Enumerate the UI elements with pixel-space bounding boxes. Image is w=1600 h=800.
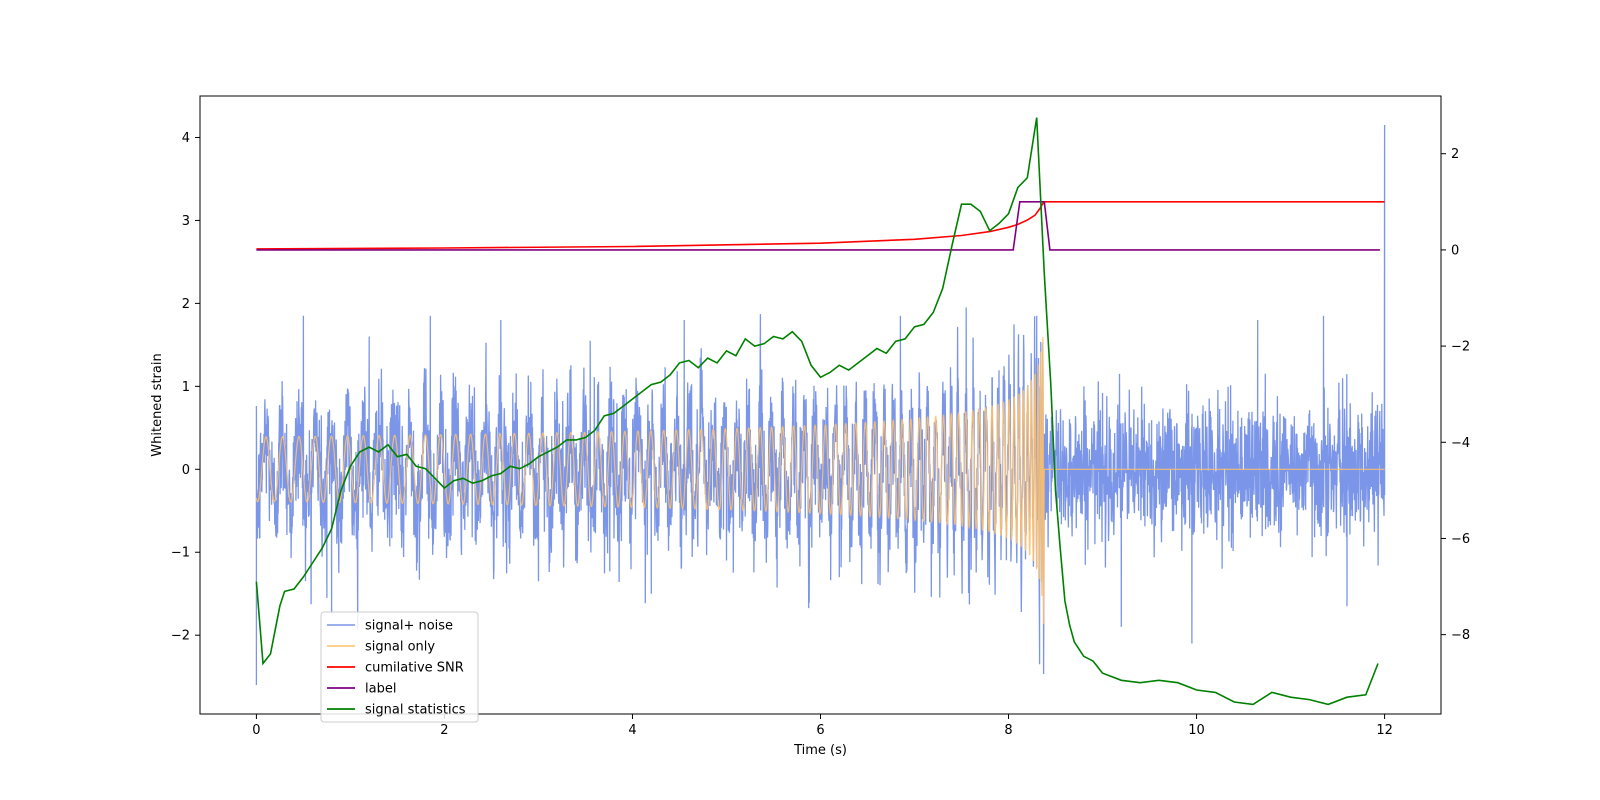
y-axis-label: Whitened strain xyxy=(150,353,165,456)
legend-item-cumulative-snr: cumilative SNR xyxy=(327,661,464,676)
right-axis-series xyxy=(255,117,1385,706)
signal-noise-line xyxy=(255,124,1386,685)
legend-label: signal only xyxy=(365,640,435,655)
y-axis-left-ticks: −2 −1 0 1 2 3 4 xyxy=(171,131,200,644)
x-tick-label: 0 xyxy=(252,723,260,738)
y-tick-label: 1 xyxy=(182,380,190,395)
x-tick-label: 4 xyxy=(628,723,636,738)
y2-tick-label: −4 xyxy=(1451,436,1470,451)
legend-label: cumilative SNR xyxy=(365,661,464,676)
x-tick-label: 8 xyxy=(1004,723,1012,738)
y-tick-label: 3 xyxy=(182,214,190,229)
y2-tick-label: −6 xyxy=(1451,532,1470,547)
y-tick-label: −2 xyxy=(171,629,190,644)
y-tick-label: −1 xyxy=(171,546,190,561)
legend-item-signal-only: signal only xyxy=(327,640,435,655)
y2-tick-label: 0 xyxy=(1451,243,1459,258)
legend: signal+ noise signal only cumilative SNR la… xyxy=(320,611,479,723)
x-tick-label: 12 xyxy=(1376,723,1393,738)
label-line xyxy=(256,201,1380,251)
y-tick-label: 4 xyxy=(182,131,190,146)
legend-label: signal+ noise xyxy=(365,619,453,634)
x-tick-label: 10 xyxy=(1188,723,1205,738)
y-axis-right-ticks: −8 −6 −4 −2 0 2 xyxy=(1441,147,1470,643)
y2-tick-label: 2 xyxy=(1451,147,1459,162)
legend-item-signal-noise: signal+ noise xyxy=(327,619,453,634)
x-axis-label: Time (s) xyxy=(793,743,847,758)
signal-statistics-line xyxy=(255,117,1379,706)
y-tick-label: 0 xyxy=(182,463,190,478)
signal-only-series xyxy=(255,337,1385,624)
y2-tick-label: −2 xyxy=(1451,340,1470,355)
signal-only-line xyxy=(255,337,1385,624)
plot-area xyxy=(255,117,1386,706)
y2-tick-label: −8 xyxy=(1451,628,1470,643)
legend-item-label: label xyxy=(327,682,396,697)
legend-label: signal statistics xyxy=(365,703,466,718)
legend-box xyxy=(320,611,479,723)
y-tick-label: 2 xyxy=(182,297,190,312)
legend-label: label xyxy=(365,682,396,697)
signal-noise-series xyxy=(255,124,1386,685)
x-tick-label: 2 xyxy=(440,723,448,738)
x-axis-ticks: 0 2 4 6 8 10 12 xyxy=(252,714,1393,738)
legend-item-signal-statistics: signal statistics xyxy=(327,703,466,718)
x-tick-label: 6 xyxy=(816,723,824,738)
